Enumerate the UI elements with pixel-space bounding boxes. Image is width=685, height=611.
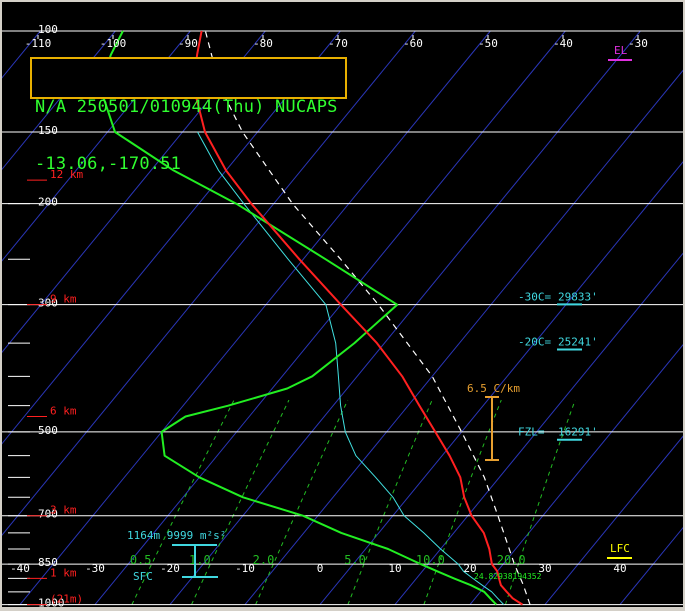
top-temp-label: -100 xyxy=(100,37,127,50)
mixing-ratio-line xyxy=(131,399,235,605)
bottom-temp-label: -40 xyxy=(10,562,30,575)
bottom-temp-label: -10 xyxy=(235,562,255,575)
sounding-header: N/A 250501/010944(Thu) NUCAPS -13.06,-17… xyxy=(30,57,347,174)
bottom-temp-label: 30 xyxy=(538,562,551,575)
dewpoint-line xyxy=(98,30,498,606)
header-coordinates: -13.06,-170.51 xyxy=(35,154,182,174)
height-label: 3 km xyxy=(50,504,77,517)
mixing-ratio-label: 10.0 xyxy=(416,553,445,567)
mixing-ratio-line xyxy=(504,399,576,605)
top-temp-label: -30 xyxy=(628,37,648,50)
isotherm-line xyxy=(544,433,685,605)
pressure-label: 300 xyxy=(38,297,58,310)
top-temp-label: -110 xyxy=(25,37,52,50)
mixing-ratio-label: 20.0 xyxy=(497,553,526,567)
level-value: 29833' xyxy=(558,290,598,303)
bottom-temp-label: 40 xyxy=(613,562,626,575)
mixing-ratio-line xyxy=(423,399,502,605)
top-temp-label: -60 xyxy=(403,37,423,50)
pressure-label: 500 xyxy=(38,424,58,437)
isotherm-line xyxy=(19,30,491,605)
top-temp-label: -50 xyxy=(478,37,498,50)
height-label: 9 km xyxy=(50,293,77,306)
level-label: -20C= xyxy=(518,335,551,348)
pressure-label: 700 xyxy=(38,508,58,521)
isotherm-line xyxy=(469,341,685,605)
lapse-rate-label: 6.5 C/km xyxy=(467,382,520,395)
isotherm-line xyxy=(0,30,266,356)
isotherm-line xyxy=(169,30,641,605)
level-value: 16291' xyxy=(558,426,598,439)
isotherm-line xyxy=(94,30,566,605)
pressure-label: 100 xyxy=(38,23,58,36)
level-label: -30C= xyxy=(518,290,551,303)
isotherm-line xyxy=(619,524,685,605)
top-temp-label: -70 xyxy=(328,37,348,50)
isotherm-line xyxy=(0,30,191,264)
pressure-label: 1000 xyxy=(38,597,65,607)
isotherm-line xyxy=(0,30,341,447)
mixing-ratio-line xyxy=(347,399,433,605)
bottom-temp-label: 20 xyxy=(463,562,476,575)
isotherm-line xyxy=(244,67,685,605)
bottom-temp-label: 0 xyxy=(317,562,324,575)
mixing-ratio-line xyxy=(191,399,290,605)
top-temp-label: -90 xyxy=(178,37,198,50)
header-title: N/A 250501/010944(Thu) NUCAPS xyxy=(35,97,338,117)
pressure-label: 850 xyxy=(38,556,58,569)
temperature-line xyxy=(192,30,524,606)
mixing-ratio-label: 2.0 xyxy=(253,553,275,567)
mixing-ratio-label: 1.0 xyxy=(189,553,211,567)
bottom-temp-label: 10 xyxy=(388,562,401,575)
wetbulb-line xyxy=(197,131,505,605)
top-temp-label: -80 xyxy=(253,37,273,50)
lfc-label: LFC xyxy=(610,542,630,555)
isotherm-line xyxy=(0,30,116,173)
height-label: 12 km xyxy=(50,168,83,181)
bottom-temp-label: -30 xyxy=(85,562,105,575)
level-label: FZL= xyxy=(518,426,545,439)
height-label: 1 km xyxy=(50,566,77,579)
pressure-label: 150 xyxy=(38,124,58,137)
el-label: EL xyxy=(614,44,628,57)
isotherm-line xyxy=(0,30,416,539)
mixing-ratio-line xyxy=(255,399,349,605)
pressure-label: 200 xyxy=(38,196,58,209)
mixing-ratio-label: 5.0 xyxy=(344,553,366,567)
isotherm-line xyxy=(319,158,685,605)
mixing-ratio-label: 0.5 xyxy=(130,553,152,567)
height-label: 6 km xyxy=(50,405,77,418)
isotherm-line xyxy=(394,250,685,605)
cape-label: 1164m 9999 m²s² xyxy=(127,529,226,542)
bottom-temp-label: -20 xyxy=(160,562,180,575)
level-value: 25241' xyxy=(558,335,598,348)
surface-label: SFC xyxy=(133,570,153,583)
height-label: (21m) xyxy=(50,593,83,606)
top-temp-label: -40 xyxy=(553,37,573,50)
surface-values-label: 24.82938194352 xyxy=(474,572,542,581)
